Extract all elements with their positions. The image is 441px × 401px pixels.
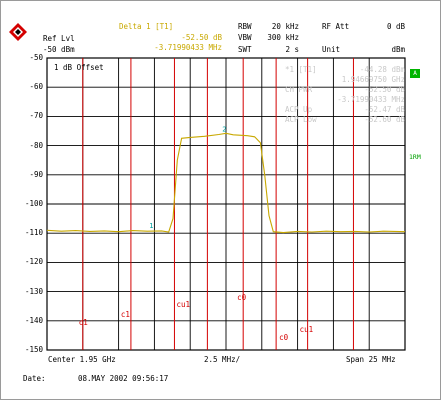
y-tick-label: -110 xyxy=(24,228,43,238)
channel-label: cu1 xyxy=(176,300,190,309)
delta-label: Delta 1 [T1] xyxy=(119,22,174,31)
side-indicator-1rm: 1RM xyxy=(409,153,421,161)
spectrum-trace xyxy=(46,132,406,234)
marker-table-value: -52.50 dB xyxy=(364,85,405,94)
channel-label: c1 xyxy=(120,310,130,319)
marker-table-row: *1 [T1] -44.28 dBm xyxy=(285,65,405,74)
marker-table-label: *1 [T1] xyxy=(285,65,317,74)
span-per-division: 2.5 MHz/ xyxy=(204,355,241,364)
ref-level-value: -50 dBm xyxy=(43,45,75,54)
unit-value: dBm xyxy=(391,45,405,54)
center-frequency: Center 1.95 GHz xyxy=(48,355,116,364)
swt-value: 2 s xyxy=(285,45,299,54)
trace-markers: 12 xyxy=(149,126,226,230)
marker-table-row: 1.94669750 GHz xyxy=(285,75,405,84)
marker-table-label: CH PWR xyxy=(285,85,313,94)
delta-value-freq: -3.71990433 MHz xyxy=(154,43,222,52)
marker-table-value: -52.47 dB xyxy=(364,105,405,114)
channel-label: cu1 xyxy=(299,325,314,334)
channel-label: c1 xyxy=(78,318,88,327)
y-tick-label: -120 xyxy=(24,257,43,267)
y-tick-label: -130 xyxy=(24,286,43,296)
y-tick-label: -70 xyxy=(29,111,43,121)
date-value: 08.MAY 2002 09:56:17 xyxy=(78,374,169,383)
y-tick-label: -90 xyxy=(29,169,43,179)
plot-grid xyxy=(46,57,406,351)
channel-label: c0 xyxy=(237,293,247,302)
vbw-label: VBW xyxy=(238,33,252,42)
marker-table-row: ACP Low -52.60 dB xyxy=(285,115,405,124)
offset-label: 1 dB Offset xyxy=(54,63,104,72)
channel-lines xyxy=(82,58,354,350)
span-value: Span 25 MHz xyxy=(346,355,396,364)
y-tick-label: -60 xyxy=(29,82,43,92)
y-tick-label: -50 xyxy=(29,53,43,62)
rbw-value: 20 kHz xyxy=(271,22,299,31)
vbw-value: 300 kHz xyxy=(267,33,299,42)
marker-table-value: -3.71990433 MHz xyxy=(337,95,405,104)
ref-level-label: Ref Lvl xyxy=(43,34,75,43)
marker-table-value: -44.28 dBm xyxy=(359,65,405,74)
y-tick-label: -100 xyxy=(24,199,43,208)
date-label: Date: xyxy=(23,374,46,383)
marker-table-label: ACP Low xyxy=(285,115,317,124)
swt-label: SWT xyxy=(238,45,252,54)
brand-logo-icon xyxy=(9,23,27,41)
channel-label: c0 xyxy=(279,333,289,342)
y-tick-label: -80 xyxy=(29,140,43,150)
rbw-label: RBW xyxy=(238,22,252,31)
trace-marker-2: 2 xyxy=(222,126,226,134)
marker-table-row: -3.71990433 MHz xyxy=(285,95,405,104)
unit-label: Unit xyxy=(322,45,341,54)
trace-marker-1: 1 xyxy=(149,222,153,230)
y-tick-label: -150 xyxy=(24,345,43,354)
marker-table-value: 1.94669750 GHz xyxy=(341,75,405,84)
rf-att-value: 0 dB xyxy=(386,22,405,31)
rf-att-label: RF Att xyxy=(322,22,350,31)
marker-table-row: ACP Up -52.47 dB xyxy=(285,105,405,114)
marker-table-label: ACP Up xyxy=(285,105,313,114)
marker-table-value: -52.60 dB xyxy=(364,115,405,124)
side-indicator-a: A xyxy=(410,69,420,78)
y-tick-label: -140 xyxy=(24,315,43,325)
delta-value-db: -52.50 dB xyxy=(181,33,222,42)
marker-table-row: CH PWR -52.50 dB xyxy=(285,85,405,94)
